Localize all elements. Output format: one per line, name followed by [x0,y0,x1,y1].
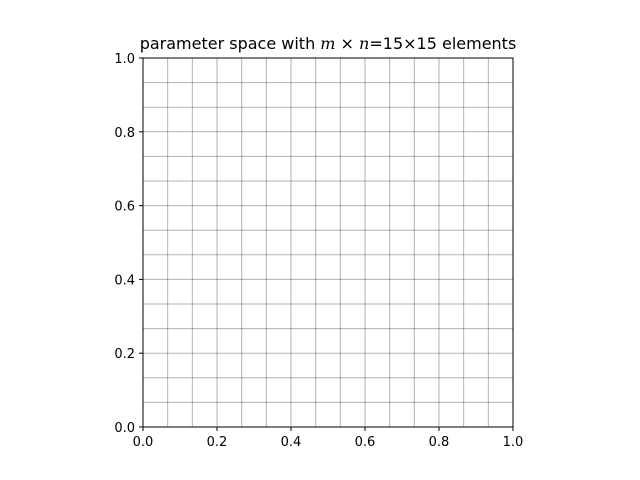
y-tick-label-2: 0.4 [114,273,135,288]
chart-title-times: × [335,34,359,53]
chart-title-prefix: parameter space with [140,34,321,53]
y-tick-label-4: 0.8 [114,126,135,141]
chart-title: parameter space with m × n=15×15 element… [140,34,517,53]
grid-lines [143,58,513,427]
x-tick-label-4: 0.8 [429,435,450,450]
x-axis-ticks: 0.0 0.2 0.4 0.6 0.8 1.0 [133,427,524,450]
chart-title-n: n [359,34,369,53]
y-tick-label-3: 0.6 [114,200,135,215]
y-axis-ticks: 0.0 0.2 0.4 0.6 0.8 1.0 [114,52,143,436]
x-tick-label-0: 0.0 [133,435,154,450]
y-tick-label-5: 1.0 [114,52,135,67]
x-tick-label-3: 0.6 [355,435,376,450]
x-tick-label-5: 1.0 [503,435,524,450]
axes-frame [142,57,514,428]
x-tick-label-1: 0.2 [207,435,228,450]
chart-title-m: m [320,34,335,53]
y-tick-label-0: 0.0 [114,421,135,436]
axes-border [142,57,514,428]
y-tick-label-1: 0.2 [114,347,135,362]
chart-title-suffix: =15×15 elements [369,34,516,53]
x-tick-label-2: 0.4 [281,435,302,450]
